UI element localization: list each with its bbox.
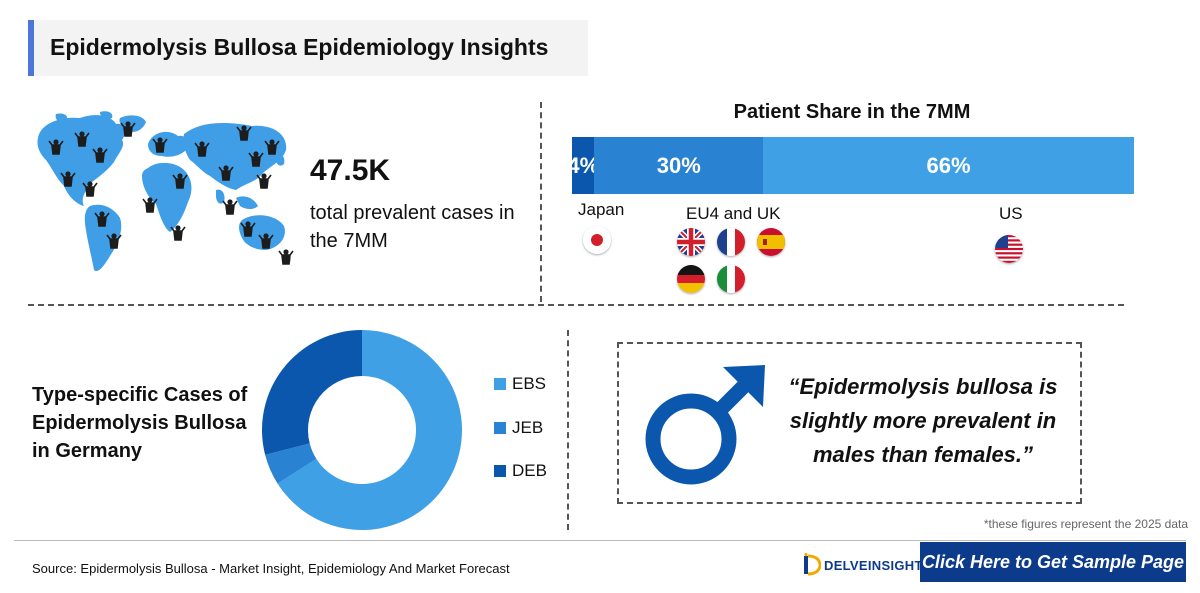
donut-slice-ebs bbox=[277, 330, 463, 530]
quote-text: “Epidermolysis bullosa is slightly more … bbox=[788, 374, 1058, 467]
region-label-japan: Japan bbox=[578, 200, 625, 219]
us-flag-icon bbox=[995, 235, 1023, 263]
germany-flag-icon bbox=[677, 265, 705, 293]
source-text: Source: Epidermolysis Bullosa - Market I… bbox=[32, 561, 510, 576]
male-symbol-icon bbox=[645, 365, 765, 485]
footnote: *these figures represent the 2025 data bbox=[983, 517, 1188, 531]
share-segment-us: 66% bbox=[763, 137, 1134, 194]
legend-label-jeb: JEB bbox=[512, 418, 544, 437]
divider-vertical-top bbox=[540, 102, 542, 302]
type-cases-donut-chart bbox=[262, 330, 463, 530]
legend-item-deb: DEB bbox=[494, 461, 547, 481]
patient-share-title: Patient Share in the 7MM bbox=[733, 101, 971, 123]
divider-vertical-bottom bbox=[567, 330, 569, 530]
spain-flag-icon bbox=[757, 228, 785, 256]
uk-flag-icon bbox=[677, 228, 705, 256]
divider-horizontal bbox=[28, 304, 1124, 306]
title-banner: Epidermolysis Bullosa Epidemiology Insig… bbox=[28, 20, 588, 76]
legend-swatch-deb bbox=[494, 465, 506, 477]
legend-swatch-ebs bbox=[494, 378, 506, 390]
share-segment-japan: 4% bbox=[567, 137, 599, 194]
get-sample-page-button[interactable]: Click Here to Get Sample Page bbox=[920, 542, 1186, 582]
legend-item-jeb: JEB bbox=[494, 418, 543, 438]
legend-label-ebs: EBS bbox=[512, 374, 547, 393]
france-flag-icon bbox=[717, 228, 745, 256]
japan-flag-icon bbox=[583, 226, 611, 254]
type-cases-title: Type-specific Cases of Epidermolysis Bul… bbox=[32, 384, 248, 462]
share-segment-eu4-uk: 30% bbox=[594, 137, 764, 194]
patient-share-bar: 4% 30% 66% bbox=[567, 137, 1134, 194]
region-label-us: US bbox=[999, 204, 1023, 223]
logo-text: DELVEINSIGHT bbox=[824, 557, 923, 573]
legend-swatch-jeb bbox=[494, 422, 506, 434]
prevalent-cases-value: 47.5K bbox=[310, 154, 391, 187]
legend-label-deb: DEB bbox=[512, 461, 547, 480]
delveinsight-logo-icon bbox=[804, 553, 821, 576]
world-map-icon bbox=[37, 111, 294, 272]
page-title: Epidermolysis Bullosa Epidemiology Insig… bbox=[50, 34, 549, 60]
legend-item-ebs: EBS bbox=[494, 374, 546, 394]
donut-slice-deb bbox=[262, 330, 362, 455]
footer-divider bbox=[14, 540, 1186, 541]
delveinsight-logo[interactable]: DELVEINSIGHT bbox=[803, 552, 923, 578]
quote-box bbox=[617, 342, 1082, 504]
prevalent-cases-label: total prevalent cases in the 7MM bbox=[310, 202, 515, 252]
italy-flag-icon bbox=[717, 265, 745, 293]
donut-slice-jeb bbox=[265, 443, 317, 484]
region-label-eu4-uk: EU4 and UK bbox=[686, 204, 781, 223]
